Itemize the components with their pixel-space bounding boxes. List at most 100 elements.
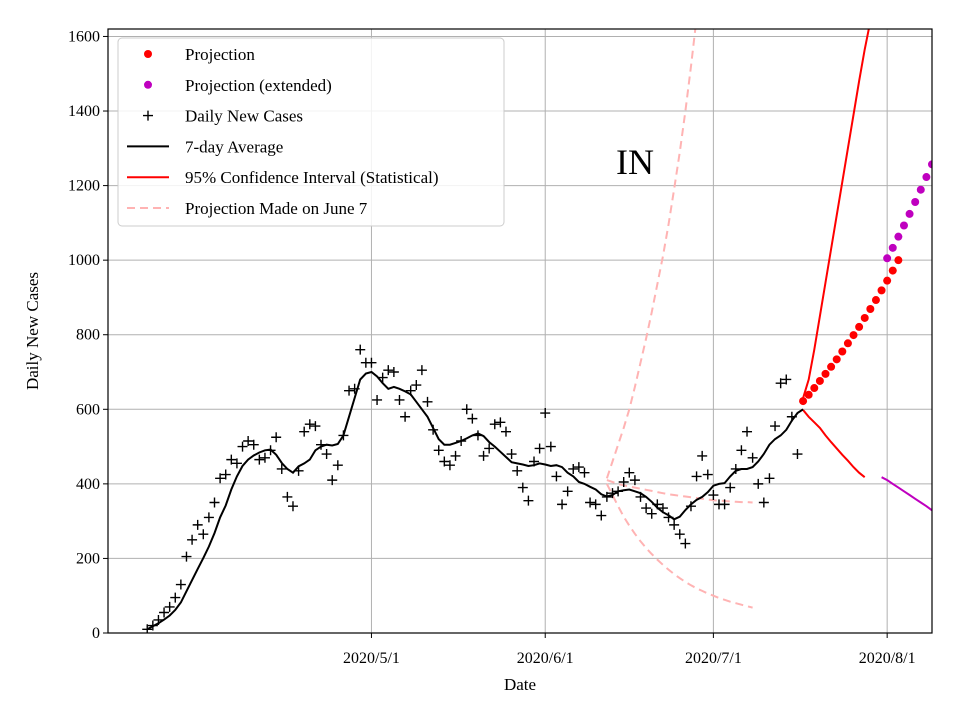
legend-item-projection_extended: Projection (extended) — [144, 76, 332, 95]
y-tick-label: 800 — [76, 327, 100, 344]
daily-case-marker — [467, 413, 478, 424]
legend-item-daily: Daily New Cases — [143, 107, 303, 126]
daily-case-marker — [327, 475, 338, 486]
daily-case-marker — [299, 426, 310, 437]
daily-case-marker — [400, 411, 411, 422]
projection-marker — [860, 313, 869, 322]
daily-case-marker — [209, 497, 220, 508]
seven-day-average-line — [146, 370, 804, 631]
daily-case-marker — [287, 501, 298, 512]
daily-case-marker — [753, 478, 764, 489]
projection-marker — [866, 305, 875, 314]
daily-case-marker — [439, 456, 450, 467]
daily-case-marker — [579, 467, 590, 478]
projection-marker — [799, 397, 808, 406]
daily-case-marker — [164, 601, 175, 612]
daily-case-marker — [344, 385, 355, 396]
daily-case-marker — [618, 477, 629, 487]
legend-item-ci: 95% Confidence Interval (Statistical) — [127, 168, 439, 187]
daily-case-marker — [489, 419, 500, 430]
daily-case-marker — [248, 439, 259, 450]
daily-case-marker — [478, 450, 489, 461]
legend-item-projection: Projection — [144, 45, 255, 64]
x-tick-label: 2020/6/1 — [517, 650, 574, 667]
daily-case-marker — [203, 512, 214, 523]
daily-case-marker — [781, 374, 792, 385]
legend-marker — [144, 50, 152, 58]
y-tick-label: 1200 — [68, 178, 100, 195]
y-axis-label: Daily New Cases — [23, 272, 42, 390]
daily-case-marker — [742, 426, 753, 437]
projection-extended-marker — [911, 197, 920, 206]
daily-case-marker — [259, 452, 270, 463]
daily-case-marker — [624, 467, 635, 478]
daily-case-marker — [685, 501, 696, 512]
plot-frame — [107, 28, 933, 634]
daily-case-marker — [416, 365, 427, 376]
legend-marker — [144, 80, 152, 89]
june7-projection-line — [605, 29, 697, 479]
projection-marker — [843, 339, 852, 348]
daily-case-marker — [736, 445, 747, 456]
y-tick-label: 1000 — [68, 252, 100, 269]
projection-marker — [888, 266, 897, 275]
daily-case-marker — [517, 482, 528, 493]
daily-case-marker — [271, 432, 282, 443]
legend-label: 95% Confidence Interval (Statistical) — [185, 168, 439, 187]
daily-case-marker — [719, 499, 730, 510]
projection-marker — [883, 276, 892, 285]
daily-case-marker — [366, 357, 377, 368]
daily-case-marker — [433, 445, 444, 456]
projection-marker — [832, 355, 841, 364]
projection-extended-marker — [905, 209, 914, 218]
daily-case-marker — [304, 419, 315, 430]
daily-case-marker — [495, 417, 506, 428]
daily-case-marker — [500, 426, 511, 437]
projection-extended-marker — [899, 221, 908, 230]
daily-case-marker — [646, 508, 657, 519]
y-tick-label: 600 — [76, 401, 100, 418]
projection-marker — [838, 347, 847, 356]
daily-case-marker — [747, 452, 758, 463]
daily-case-marker — [422, 396, 433, 407]
daily-case-marker — [411, 380, 422, 391]
legend-item-avg: 7-day Average — [127, 137, 283, 156]
daily-case-marker — [187, 534, 198, 545]
daily-case-marker — [545, 441, 556, 452]
projection-marker — [871, 296, 880, 305]
x-tick-label: 2020/8/1 — [859, 650, 916, 667]
y-tick-label: 1600 — [68, 28, 100, 45]
daily-case-marker — [220, 469, 231, 480]
projection-marker — [815, 376, 824, 385]
daily-case-marker — [377, 372, 388, 383]
daily-case-marker — [540, 408, 551, 419]
daily-case-marker — [282, 491, 293, 502]
daily-case-marker — [708, 490, 719, 501]
plot-series — [142, 29, 932, 633]
y-tick-label: 1400 — [68, 103, 100, 120]
legend-item-june7: Projection Made on June 7 — [127, 199, 368, 218]
june7-projection-line — [606, 479, 753, 504]
daily-case-marker — [461, 404, 472, 415]
daily-case-marker — [512, 465, 523, 476]
projection-marker — [810, 384, 819, 393]
daily-case-marker — [394, 394, 405, 405]
daily-case-marker — [506, 449, 517, 460]
daily-case-marker — [484, 443, 495, 454]
june7-projection-line — [606, 483, 753, 609]
daily-case-marker — [792, 449, 803, 460]
legend: Projection Projection (extended) Daily New… — [117, 37, 505, 227]
daily-case-marker — [276, 463, 287, 474]
x-tick-label: 2020/7/1 — [685, 650, 742, 667]
daily-case-marker — [680, 538, 691, 549]
daily-case-marker — [175, 579, 186, 590]
legend-label: Projection (extended) — [185, 76, 332, 95]
y-tick-label: 200 — [76, 550, 100, 567]
daily-case-marker — [383, 365, 394, 376]
daily-case-marker — [192, 519, 203, 530]
legend-marker — [143, 110, 153, 121]
projection-extended-marker — [888, 243, 897, 252]
daily-case-marker — [585, 497, 596, 508]
x-tick-label: 2020/5/1 — [343, 650, 400, 667]
daily-case-marker — [770, 421, 781, 432]
